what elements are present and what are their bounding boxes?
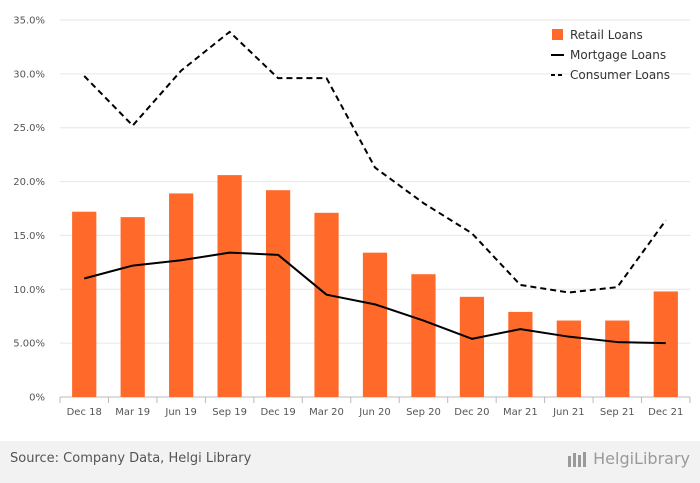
source-note: Source: Company Data, Helgi Library <box>10 451 252 466</box>
x-tick-label: Sep 19 <box>212 407 247 418</box>
bar <box>411 274 436 397</box>
x-tick-label: Sep 21 <box>600 407 635 418</box>
y-tick-label: 25.0% <box>13 123 45 134</box>
bar <box>605 320 630 397</box>
bar <box>653 291 678 397</box>
y-tick-label: 20.0% <box>13 177 45 188</box>
y-tick-label: 30.0% <box>13 69 45 80</box>
line-series <box>83 30 667 345</box>
y-tick-label: 35.0% <box>13 16 45 27</box>
legend-swatch <box>552 29 563 40</box>
x-tick-label: Jun 20 <box>358 407 391 418</box>
bar <box>217 175 242 397</box>
y-tick-label: 10.0% <box>13 285 45 296</box>
x-tick-label: Dec 20 <box>454 407 489 418</box>
legend-label: Retail Loans <box>570 28 643 42</box>
bar <box>459 296 485 397</box>
legend-label: Consumer Loans <box>570 68 670 82</box>
y-axis-ticks: 0% 5.00% 10.0% 15.0% 20.0% 25.0% 30.0% 35.0% <box>13 16 45 404</box>
x-tick-label: Dec 19 <box>260 407 295 418</box>
x-tick-label: Jun 21 <box>552 407 585 418</box>
bar <box>556 320 581 397</box>
y-tick-label: 0% <box>29 393 45 404</box>
x-tick-label: Mar 19 <box>115 407 150 418</box>
bar <box>72 211 97 397</box>
legend-label: Mortgage Loans <box>570 48 666 62</box>
bar-series <box>72 175 678 397</box>
y-tick-label: 5.00% <box>13 339 45 350</box>
bar <box>314 212 339 397</box>
dashed-series-line <box>83 30 667 294</box>
footer: Source: Company Data, Helgi Library Helg… <box>0 441 700 483</box>
x-tick-label: Jun 19 <box>164 407 197 418</box>
brand-name: HelgiLibrary <box>593 449 690 468</box>
x-tick-label: Mar 21 <box>503 407 538 418</box>
chart: 0% 5.00% 10.0% 15.0% 20.0% 25.0% 30.0% 35.0% De… <box>13 16 691 418</box>
library-icon <box>568 451 587 467</box>
bar <box>120 217 145 397</box>
x-tick-label: Dec 21 <box>648 407 683 418</box>
y-tick-label: 15.0% <box>13 231 45 242</box>
bar <box>508 311 533 397</box>
x-tick-label: Sep 20 <box>406 407 441 418</box>
x-axis-ticks: Dec 18 Mar 19 Jun 19 Sep 19 Dec 19 Mar 20 Jun … <box>59 397 691 418</box>
bar <box>169 193 194 397</box>
brand-logo: HelgiLibrary <box>567 449 690 468</box>
legend: Retail Loans Mortgage Loans Consumer Loans <box>551 28 670 82</box>
x-tick-label: Dec 18 <box>67 407 102 418</box>
bar <box>265 190 291 397</box>
bar <box>362 252 388 397</box>
solid-series-line <box>83 251 666 345</box>
x-tick-label: Mar 20 <box>309 407 344 418</box>
